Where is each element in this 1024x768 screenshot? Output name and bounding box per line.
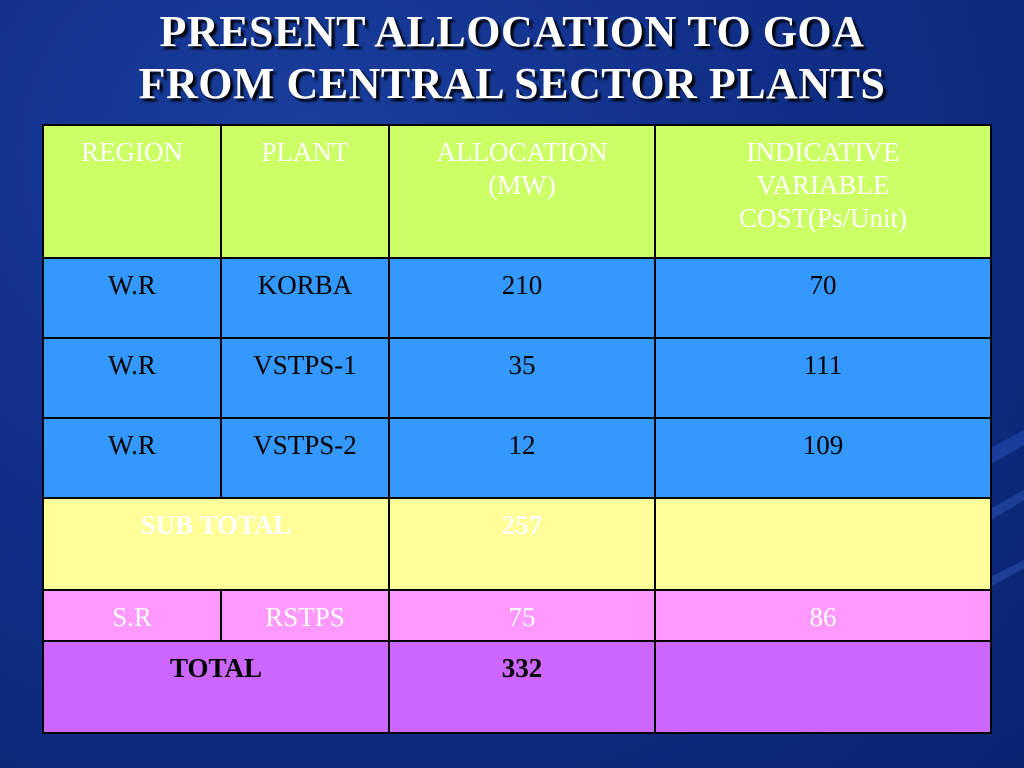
header-cost: INDICATIVE VARIABLE COST(Ps/Unit) — [654, 124, 992, 259]
cell-plant: RSTPS — [220, 589, 390, 642]
cell-plant: VSTPS-1 — [220, 337, 390, 419]
header-allocation-line-1: ALLOCATION — [436, 137, 608, 167]
cell-plant: VSTPS-2 — [220, 417, 390, 499]
table-row: W.R KORBA 210 70 — [42, 257, 992, 339]
cell-cost: 109 — [654, 417, 992, 499]
cell-allocation: 75 — [388, 589, 656, 642]
total-label: TOTAL — [42, 640, 390, 734]
header-cost-line-2: VARIABLE — [756, 170, 890, 200]
total-cost — [654, 640, 992, 734]
header-cost-line-3: COST(Ps/Unit) — [738, 203, 908, 233]
cell-allocation: 35 — [388, 337, 656, 419]
title-line-1: PRESENT ALLOCATION TO GOA — [159, 7, 865, 56]
cell-cost: 111 — [654, 337, 992, 419]
cell-cost: 86 — [654, 589, 992, 642]
slide-title: PRESENT ALLOCATION TO GOA FROM CENTRAL S… — [0, 6, 1024, 110]
cell-allocation: 12 — [388, 417, 656, 499]
header-region: REGION — [42, 124, 222, 259]
table-row: W.R VSTPS-1 35 111 — [42, 337, 992, 419]
allocation-table: REGION PLANT ALLOCATION (MW) INDICATIVE … — [42, 124, 992, 734]
cell-region: S.R — [42, 589, 222, 642]
table-header-row: REGION PLANT ALLOCATION (MW) INDICATIVE … — [42, 124, 992, 259]
subtotal-cost — [654, 497, 992, 591]
cell-allocation: 210 — [388, 257, 656, 339]
header-allocation-line-2: (MW) — [488, 170, 556, 200]
header-plant: PLANT — [220, 124, 390, 259]
subtotal-allocation: 257 — [388, 497, 656, 591]
title-line-2: FROM CENTRAL SECTOR PLANTS — [138, 59, 886, 108]
total-allocation: 332 — [388, 640, 656, 734]
cell-region: W.R — [42, 337, 222, 419]
total-row: TOTAL 332 — [42, 640, 992, 734]
cell-cost: 70 — [654, 257, 992, 339]
header-allocation: ALLOCATION (MW) — [388, 124, 656, 259]
table-row: W.R VSTPS-2 12 109 — [42, 417, 992, 499]
cell-region: W.R — [42, 257, 222, 339]
cell-plant: KORBA — [220, 257, 390, 339]
header-cost-line-1: INDICATIVE — [746, 137, 900, 167]
subtotal-label: SUB TOTAL — [42, 497, 390, 591]
table-row: S.R RSTPS 75 86 — [42, 589, 992, 642]
subtotal-row: SUB TOTAL 257 — [42, 497, 992, 591]
cell-region: W.R — [42, 417, 222, 499]
